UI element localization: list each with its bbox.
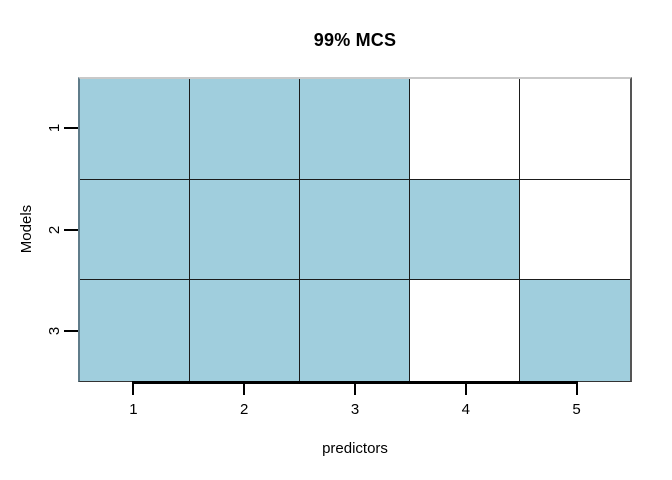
heatmap-cell-model1-predictor3 xyxy=(300,79,410,180)
y-tick-mark-3 xyxy=(64,330,78,333)
x-tick-label-4: 4 xyxy=(461,401,470,418)
heatmap-cell-model2-predictor1 xyxy=(80,179,190,281)
y-axis-label: Models xyxy=(17,204,35,254)
heatmap-cell-model3-predictor1 xyxy=(80,280,190,381)
x-tick-mark-2 xyxy=(243,383,246,395)
heatmap-cell-model1-predictor2 xyxy=(190,79,300,180)
heatmap-cell-model1-predictor4 xyxy=(410,79,520,180)
heatmap-cell-model2-predictor4 xyxy=(410,179,520,281)
x-tick-label-1: 1 xyxy=(129,401,138,418)
chart-title: 99% MCS xyxy=(313,30,397,50)
x-axis-line xyxy=(132,381,578,384)
heatmap-cell-model3-predictor3 xyxy=(300,280,410,381)
heatmap-cell-model3-predictor4 xyxy=(410,280,520,381)
y-tick-label-1: 1 xyxy=(45,123,63,132)
x-axis-label: predictors xyxy=(322,440,388,457)
y-tick-mark-2 xyxy=(64,228,78,231)
y-tick-label-3: 3 xyxy=(45,326,63,336)
x-tick-mark-3 xyxy=(354,383,356,395)
x-tick-mark-4 xyxy=(464,383,467,395)
x-tick-label-3: 3 xyxy=(350,401,360,418)
heatmap-cell-model1-predictor1 xyxy=(80,79,190,180)
heatmap-cell-model2-predictor5 xyxy=(520,179,630,281)
x-tick-mark-1 xyxy=(132,383,135,395)
heatmap-cell-model2-predictor2 xyxy=(190,179,300,281)
heatmap-cell-model2-predictor3 xyxy=(300,179,410,281)
heatmap-cell-model1-predictor5 xyxy=(520,79,630,180)
y-tick-mark-1 xyxy=(64,126,78,129)
heatmap-cell-model3-predictor2 xyxy=(190,280,300,381)
plot-area xyxy=(78,77,632,382)
x-tick-label-2: 2 xyxy=(240,401,249,418)
x-tick-mark-5 xyxy=(575,383,578,395)
y-tick-label-2: 2 xyxy=(45,225,63,234)
x-tick-label-5: 5 xyxy=(572,401,581,418)
heatmap-cell-model3-predictor5 xyxy=(520,280,630,381)
